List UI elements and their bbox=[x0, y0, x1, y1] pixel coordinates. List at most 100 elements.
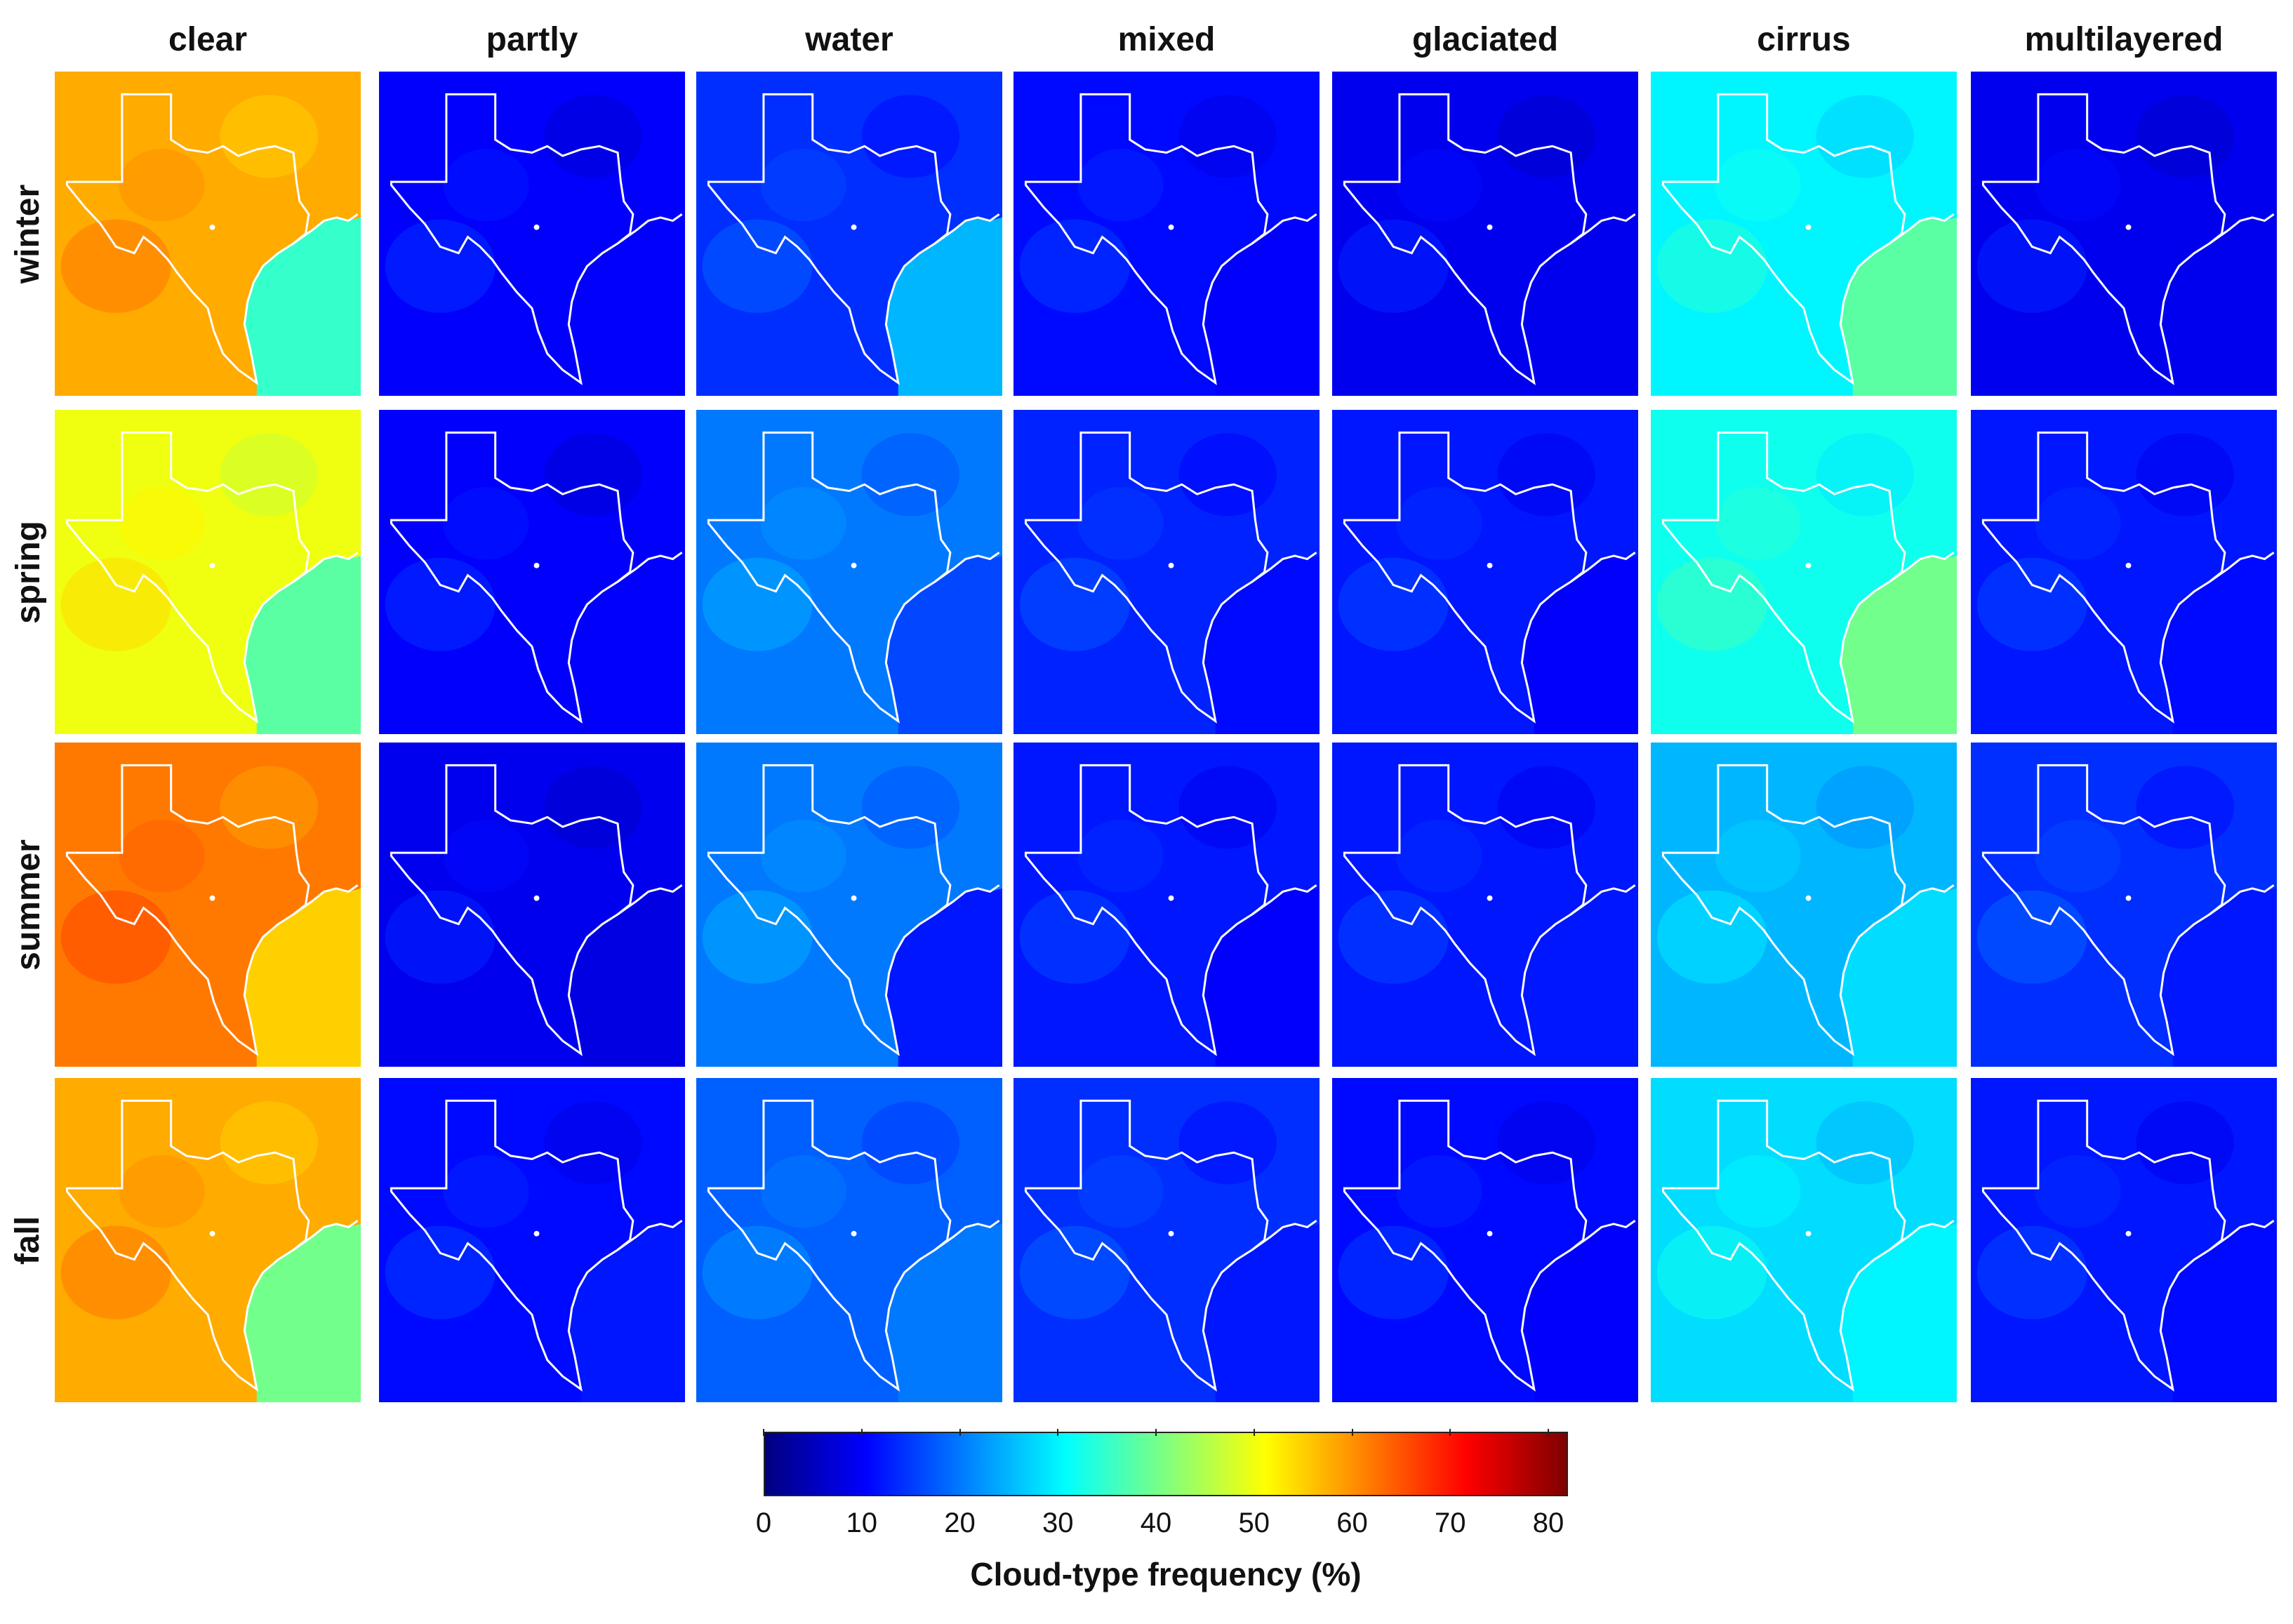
city-dot-marker bbox=[851, 1230, 857, 1237]
texture-blob bbox=[1077, 1154, 1164, 1228]
city-dot-marker bbox=[533, 562, 540, 568]
texture-blob bbox=[1077, 819, 1164, 893]
map-panel-clear-summer bbox=[55, 743, 361, 1067]
texas-outline bbox=[1983, 432, 2224, 721]
texas-outline bbox=[1983, 94, 2224, 382]
colorbar bbox=[764, 1432, 1568, 1496]
colorbar-tick-mark bbox=[1253, 1429, 1255, 1436]
city-dot-marker bbox=[1487, 1230, 1493, 1237]
colorbar-tick-label: 30 bbox=[1042, 1507, 1074, 1538]
texture-blob bbox=[760, 486, 846, 560]
coastline bbox=[1571, 552, 1635, 582]
map-panel-mixed-winter bbox=[1013, 72, 1320, 396]
texture-blob bbox=[1396, 148, 1482, 222]
texture-blob bbox=[2035, 819, 2121, 893]
colorbar-tick-label: 40 bbox=[1140, 1507, 1172, 1538]
map-panel-multilayered-summer bbox=[1971, 743, 2277, 1067]
texture-blob bbox=[60, 219, 171, 313]
texture-blob bbox=[1976, 557, 2087, 651]
coastline bbox=[935, 552, 999, 582]
coastline bbox=[618, 214, 682, 244]
texture-blob bbox=[385, 557, 496, 651]
city-dot-marker bbox=[851, 562, 857, 568]
city-dot-marker bbox=[533, 895, 540, 901]
colorbar-tick-mark bbox=[860, 1429, 863, 1436]
map-panel-water-winter bbox=[696, 72, 1002, 396]
colorbar-tick-label: 10 bbox=[846, 1507, 878, 1538]
gulf-field bbox=[1840, 888, 1957, 1067]
texture-blob bbox=[220, 95, 318, 178]
texas-outline bbox=[391, 1100, 632, 1389]
texture-blob bbox=[1497, 766, 1595, 849]
city-dot-marker bbox=[851, 224, 857, 230]
texture-blob bbox=[760, 819, 846, 893]
coastline bbox=[1571, 1220, 1635, 1250]
city-dot-marker bbox=[1487, 562, 1493, 568]
texture-blob bbox=[861, 766, 959, 849]
texture-blob bbox=[2136, 433, 2234, 517]
texas-outline bbox=[1344, 765, 1586, 1053]
colorbar-tick-label: 80 bbox=[1532, 1507, 1564, 1538]
texture-blob bbox=[1178, 766, 1277, 849]
city-dot-marker bbox=[209, 1230, 215, 1237]
coastline bbox=[1252, 552, 1317, 582]
coastline bbox=[1571, 885, 1635, 914]
city-dot-marker bbox=[209, 224, 215, 230]
texture-blob bbox=[1077, 148, 1164, 222]
texas-outline bbox=[1663, 94, 1904, 382]
map-panel-clear-fall bbox=[55, 1078, 361, 1402]
texture-blob bbox=[385, 1225, 496, 1319]
texas-outline bbox=[67, 1100, 308, 1389]
texture-blob bbox=[1816, 1101, 1914, 1185]
texture-blob bbox=[1816, 433, 1914, 517]
map-panel-clear-spring bbox=[55, 410, 361, 734]
gulf-field bbox=[1203, 888, 1320, 1067]
texture-blob bbox=[861, 95, 959, 178]
city-dot-marker bbox=[1487, 895, 1493, 901]
texture-blob bbox=[60, 557, 171, 651]
texture-blob bbox=[2136, 766, 2234, 849]
gulf-field bbox=[1203, 1223, 1320, 1402]
coastline bbox=[2209, 1220, 2274, 1250]
coastline bbox=[618, 552, 682, 582]
map-panel-glaciated-fall bbox=[1332, 1078, 1638, 1402]
texture-blob bbox=[760, 1154, 846, 1228]
texture-blob bbox=[385, 219, 496, 313]
city-dot-marker bbox=[1168, 1230, 1174, 1237]
map-panel-partly-spring bbox=[379, 410, 685, 734]
colorbar-tick-mark bbox=[1155, 1429, 1157, 1436]
texture-blob bbox=[1715, 1154, 1801, 1228]
texture-blob bbox=[443, 486, 529, 560]
gulf-field bbox=[2160, 555, 2277, 734]
texas-outline bbox=[391, 432, 632, 721]
texture-blob bbox=[1656, 557, 1767, 651]
map-panel-clear-winter bbox=[55, 72, 361, 396]
texture-blob bbox=[443, 819, 529, 893]
texture-blob bbox=[1396, 819, 1482, 893]
city-dot-marker bbox=[2125, 562, 2132, 568]
column-header-cirrus: cirrus bbox=[1757, 21, 1851, 58]
texture-blob bbox=[1976, 219, 2087, 313]
gulf-field bbox=[569, 888, 685, 1067]
texas-outline bbox=[1663, 765, 1904, 1053]
gulf-field bbox=[1840, 1223, 1957, 1402]
texas-outline bbox=[1025, 765, 1267, 1053]
map-panel-mixed-summer bbox=[1013, 743, 1320, 1067]
texture-blob bbox=[1656, 1225, 1767, 1319]
coastline bbox=[935, 885, 999, 914]
city-dot-marker bbox=[1168, 224, 1174, 230]
texas-outline bbox=[1983, 1100, 2224, 1389]
coastline bbox=[618, 885, 682, 914]
texture-blob bbox=[119, 1154, 205, 1228]
map-panel-partly-fall bbox=[379, 1078, 685, 1402]
city-dot-marker bbox=[1805, 562, 1812, 568]
gulf-field bbox=[1203, 217, 1320, 396]
map-panel-glaciated-spring bbox=[1332, 410, 1638, 734]
map-panel-cirrus-winter bbox=[1651, 72, 1957, 396]
gulf-field bbox=[886, 888, 1002, 1067]
map-panel-multilayered-fall bbox=[1971, 1078, 2277, 1402]
texture-blob bbox=[1715, 148, 1801, 222]
coastline bbox=[2209, 885, 2274, 914]
texture-blob bbox=[544, 766, 642, 849]
colorbar-tick-label: 0 bbox=[755, 1507, 772, 1538]
